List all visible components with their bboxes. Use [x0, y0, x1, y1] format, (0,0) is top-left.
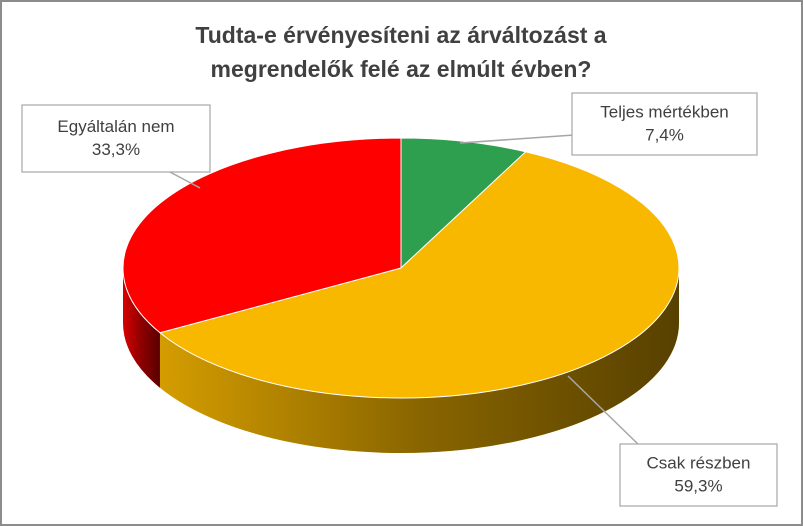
leader-line [459, 134, 575, 144]
category-label: Egyáltalán nem [57, 117, 174, 136]
category-label: Teljes mértékben [600, 102, 729, 121]
value-label: 59,3% [674, 476, 722, 495]
label-box [571, 92, 758, 156]
pie-slice [400, 137, 527, 270]
value-label: 7,4% [645, 125, 684, 144]
pie-sides [123, 268, 679, 453]
label-box [619, 443, 778, 507]
pie-slice [158, 151, 680, 399]
side-shade [123, 268, 160, 388]
pie-tops [122, 137, 680, 399]
chart-title: Tudta-e érvényesíteni az árváltozást a m… [195, 22, 607, 82]
leader-line [169, 171, 201, 189]
pie-slice [122, 137, 402, 334]
leader-line [567, 375, 641, 447]
value-label: 33,3% [92, 140, 140, 159]
side-shade [159, 268, 679, 453]
data-labels: Teljes mértékben 7,4% Csak részben 59,3% Egy… [21, 92, 778, 507]
label-box [21, 104, 211, 173]
category-label: Csak részben [647, 453, 751, 472]
